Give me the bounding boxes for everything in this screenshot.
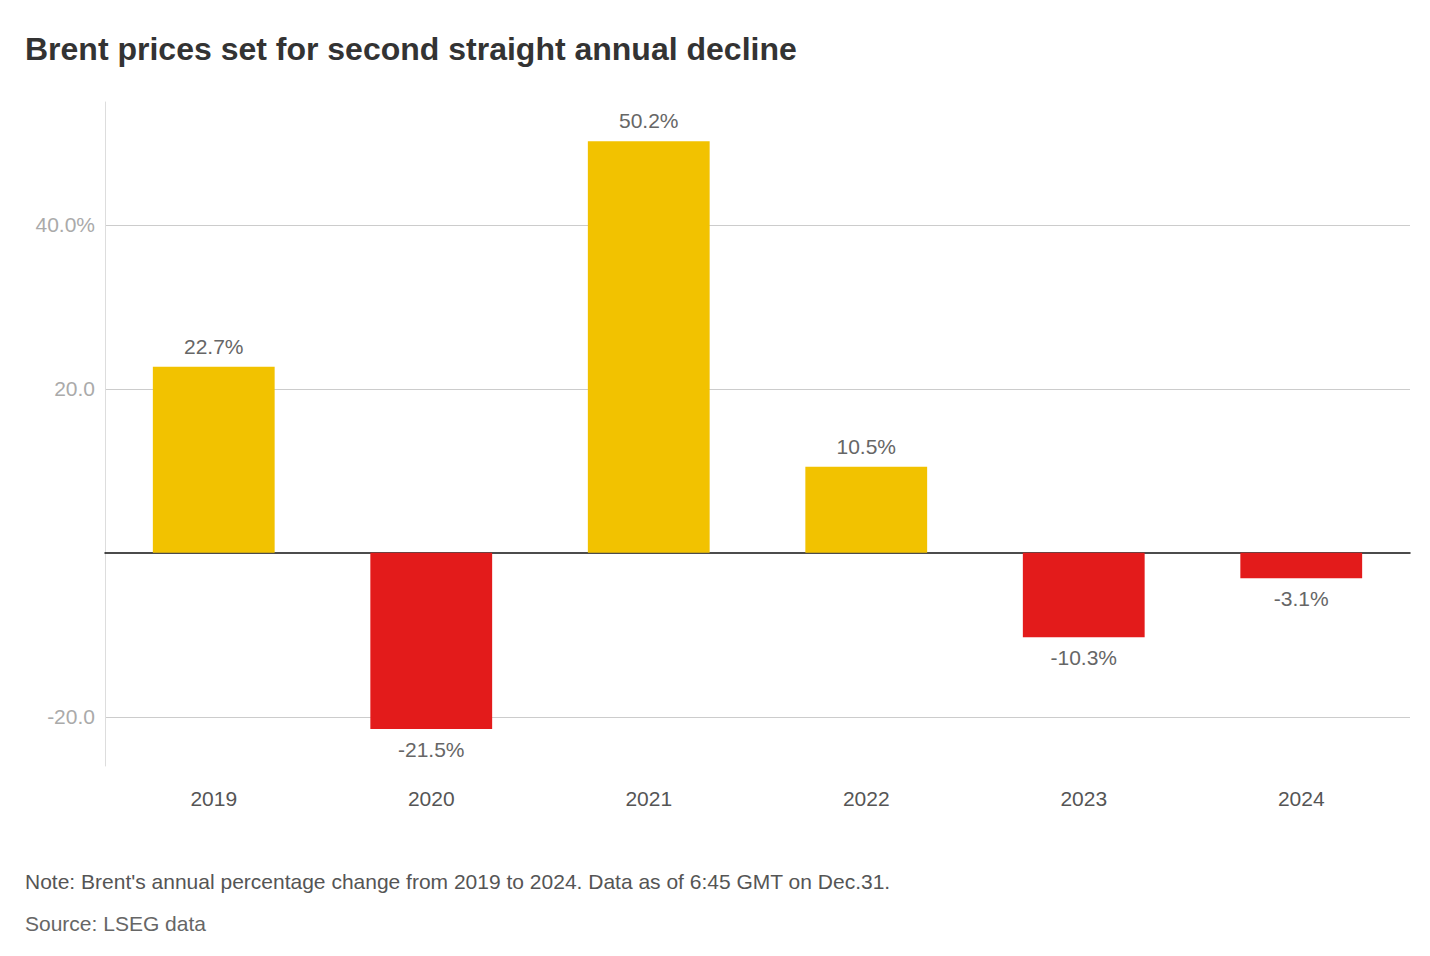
svg-text:2022: 2022 — [843, 787, 890, 810]
svg-text:10.5%: 10.5% — [836, 435, 896, 458]
svg-text:2020: 2020 — [408, 787, 455, 810]
svg-text:Brent prices set for second st: Brent prices set for second straight ann… — [25, 31, 797, 67]
svg-text:2023: 2023 — [1060, 787, 1107, 810]
svg-text:20.0: 20.0 — [54, 377, 95, 400]
svg-text:Source: LSEG data: Source: LSEG data — [25, 912, 206, 935]
svg-text:50.2%: 50.2% — [619, 109, 679, 132]
svg-text:40.0%: 40.0% — [35, 213, 95, 236]
svg-text:-20.0: -20.0 — [47, 705, 95, 728]
svg-text:-3.1%: -3.1% — [1274, 587, 1329, 610]
svg-text:Note: Brent's annual percentag: Note: Brent's annual percentage change f… — [25, 870, 890, 893]
svg-text:2019: 2019 — [190, 787, 237, 810]
svg-text:-21.5%: -21.5% — [398, 738, 465, 761]
svg-text:2024: 2024 — [1278, 787, 1325, 810]
svg-text:22.7%: 22.7% — [184, 335, 244, 358]
svg-text:-10.3%: -10.3% — [1050, 646, 1117, 669]
svg-text:2021: 2021 — [625, 787, 672, 810]
